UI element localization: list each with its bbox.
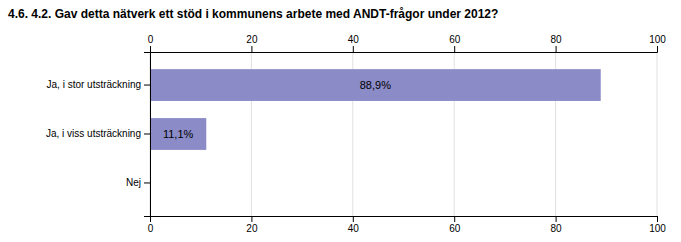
- tick-label: 80: [551, 223, 563, 234]
- y-axis: Ja, i stor utsträckning Ja, i viss utsträ…: [46, 53, 151, 217]
- tick-label: Ja, i stor utsträckning: [47, 79, 141, 90]
- bar: [150, 118, 206, 150]
- tick: 60: [449, 34, 461, 52]
- tick-mark: [556, 216, 557, 222]
- bar: [150, 69, 601, 101]
- title: 4.6. 4.2. Gav detta nätverk ett stöd i k…: [8, 7, 498, 21]
- tick-label: Ja, i viss utsträckning: [46, 128, 141, 139]
- tick: 60: [449, 216, 461, 234]
- x-axis-bottom: 0 20 40 60 80 100: [148, 216, 667, 234]
- tick-mark: [454, 216, 455, 222]
- tick: 80: [551, 34, 563, 52]
- tick-label: 40: [348, 223, 360, 234]
- tick-label: Nej: [126, 177, 141, 188]
- tick: 40: [348, 34, 360, 52]
- tick-label: 20: [246, 223, 258, 234]
- plot: 88,9% 11,1% 0 20 40 60 80 100 0 20 40 60 80 100 Ja, i …: [46, 34, 666, 234]
- tick: 100: [649, 216, 666, 234]
- tick-label: 0: [148, 34, 154, 45]
- tick-label: 20: [246, 34, 258, 45]
- tick-mark: [150, 46, 151, 52]
- tick-label: 0: [148, 223, 154, 234]
- chart: 4.6. 4.2. Gav detta nätverk ett stöd i k…: [0, 0, 681, 242]
- tick-mark: [144, 134, 150, 135]
- x-axis-top: 0 20 40 60 80 100: [148, 34, 667, 53]
- tick-mark: [353, 46, 354, 52]
- axis-line: [144, 53, 151, 217]
- data-labels: 88,9% 11,1%: [163, 79, 391, 140]
- tick: 0: [148, 34, 154, 52]
- tick: 40: [348, 216, 360, 234]
- tick-mark: [657, 46, 658, 52]
- axis-line: [151, 217, 658, 223]
- tick: 0: [148, 216, 154, 234]
- tick-mark: [657, 216, 658, 222]
- tick-mark: [251, 216, 252, 222]
- tick-label: 80: [551, 34, 563, 45]
- tick-label: 60: [449, 223, 461, 234]
- data-label: 11,1%: [163, 128, 194, 140]
- tick-label: 60: [449, 34, 461, 45]
- tick-mark: [144, 182, 150, 183]
- tick: 20: [246, 216, 258, 234]
- tick-mark: [454, 46, 455, 52]
- data-label: 88,9%: [360, 79, 391, 91]
- tick-label: 100: [649, 34, 666, 45]
- tick-mark: [251, 46, 252, 52]
- tick-mark: [556, 46, 557, 52]
- tick-mark: [144, 85, 150, 86]
- tick-label: 40: [348, 34, 360, 45]
- tick: 80: [551, 216, 563, 234]
- tick: Ja, i viss utsträckning: [46, 128, 150, 139]
- tick: 100: [649, 34, 666, 52]
- bars: [150, 69, 601, 150]
- axis-line: [151, 46, 658, 53]
- tick-label: 100: [649, 223, 666, 234]
- grid: [150, 52, 657, 216]
- tick: 20: [246, 34, 258, 52]
- grid-line: [657, 52, 658, 216]
- tick: Nej: [126, 177, 150, 188]
- tick-mark: [353, 216, 354, 222]
- tick: Ja, i stor utsträckning: [47, 79, 150, 90]
